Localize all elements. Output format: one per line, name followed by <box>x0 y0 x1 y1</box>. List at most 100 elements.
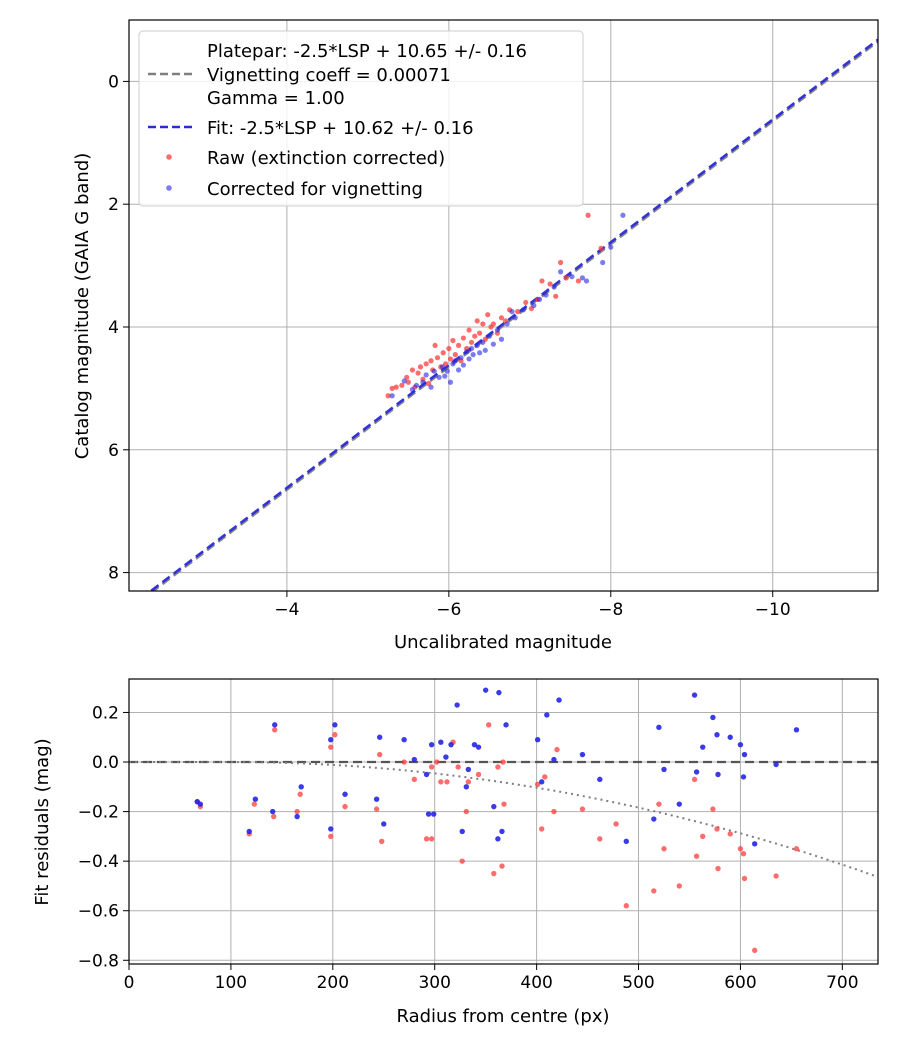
bottom-point-raw <box>539 826 545 832</box>
bottom-point-corrected <box>459 828 465 835</box>
bottom-point-corrected <box>551 756 557 763</box>
bottom-point-raw <box>499 863 505 869</box>
bottom-point-raw <box>737 846 744 852</box>
bottom-point-raw <box>554 746 560 753</box>
top-point-corrected <box>431 368 437 374</box>
bottom-point-raw <box>715 865 721 872</box>
top-point-raw <box>598 245 604 251</box>
legend: Platepar: -2.5*LSP + 10.65 +/- 0.16 Vign… <box>138 30 584 207</box>
top-point-raw <box>466 327 472 333</box>
top-point-raw <box>432 342 438 349</box>
bottom-point-corrected <box>428 741 435 748</box>
bottom-point-raw <box>714 826 720 832</box>
top-point-raw <box>423 361 429 367</box>
bottom-point-raw <box>613 821 619 827</box>
bottom-point-corrected <box>423 771 430 778</box>
top-point-raw <box>405 379 411 385</box>
top-point-raw <box>485 312 491 318</box>
top-point-corrected <box>600 259 606 266</box>
bottom-point-raw <box>459 858 465 864</box>
bottom-y-tick-label: −0.6 <box>78 902 119 922</box>
bottom-point-corrected <box>691 692 698 698</box>
top-point-raw <box>428 358 434 364</box>
bottom-point-raw <box>691 776 698 783</box>
top-point-corrected <box>413 382 420 388</box>
top-point-corrected <box>490 341 496 347</box>
top-point-corrected <box>509 309 515 315</box>
bottom-point-raw <box>495 764 501 770</box>
top-point-corrected <box>447 379 454 385</box>
top-point-raw <box>434 355 441 361</box>
top-point-corrected <box>608 244 614 250</box>
top-point-raw <box>404 374 410 380</box>
top-point-raw <box>477 330 483 336</box>
bottom-point-raw <box>401 759 407 765</box>
bottom-point-corrected <box>246 828 252 835</box>
legend-corrected-label: Corrected for vignetting <box>207 179 423 200</box>
bottom-point-raw <box>579 806 586 812</box>
bottom-point-raw <box>486 722 492 728</box>
bottom-point-corrected <box>503 722 509 728</box>
bottom-data-points <box>194 687 800 954</box>
bottom-point-raw <box>542 774 548 780</box>
bottom-point-corrected <box>496 689 502 696</box>
bottom-point-raw <box>332 732 338 738</box>
top-point-raw <box>426 380 432 387</box>
bottom-point-corrected <box>499 828 505 835</box>
bottom-point-raw <box>251 801 258 807</box>
top-point-corrected <box>442 373 448 379</box>
bottom-point-raw <box>475 771 482 778</box>
bottom-point-raw <box>434 759 440 765</box>
bottom-point-corrected <box>737 741 744 748</box>
bottom-point-raw <box>793 846 800 852</box>
bottom-point-corrected <box>495 836 501 842</box>
bottom-axis-ticks: 0 100 200 300 400 500 600 700 0.2 0.0 −0.2 −0.4 −0.6… <box>78 703 859 993</box>
top-point-corrected <box>486 333 492 339</box>
bottom-point-raw <box>294 808 300 815</box>
bottom-x-tick-label: 700 <box>826 973 858 993</box>
bottom-point-corrected <box>332 722 338 728</box>
bottom-point-raw <box>411 776 418 783</box>
bottom-point-corrected <box>579 751 586 758</box>
top-point-corrected <box>464 348 470 355</box>
bottom-y-tick-label: −0.8 <box>78 951 119 971</box>
bottom-point-raw <box>773 873 779 879</box>
bottom-point-corrected <box>544 712 550 718</box>
bottom-point-raw <box>710 806 716 812</box>
top-point-corrected <box>401 378 407 384</box>
bottom-point-corrected <box>556 697 562 703</box>
legend-box <box>138 30 584 207</box>
bottom-point-corrected <box>676 801 682 807</box>
bottom-point-raw <box>272 727 278 733</box>
bottom-point-raw <box>534 781 541 788</box>
bottom-point-corrected <box>727 734 733 740</box>
bottom-point-corrected <box>411 756 418 763</box>
top-point-raw <box>440 350 446 356</box>
bottom-point-corrected <box>710 714 716 721</box>
bottom-point-corrected <box>381 821 387 827</box>
top-y-tick-label: 0 <box>108 72 119 92</box>
top-data-points <box>385 212 626 399</box>
top-point-corrected <box>420 379 426 385</box>
bottom-point-raw <box>651 888 657 894</box>
bottom-point-corrected <box>443 754 449 760</box>
top-x-tick-label: −10 <box>755 600 791 620</box>
bottom-point-raw <box>444 779 450 785</box>
bottom-point-corrected <box>373 796 380 802</box>
top-point-corrected <box>428 384 434 390</box>
bottom-point-raw <box>455 764 461 770</box>
bottom-point-raw <box>465 779 472 785</box>
bottom-point-corrected <box>454 702 460 708</box>
bottom-point-corrected <box>272 722 278 728</box>
top-point-raw <box>480 321 486 327</box>
top-point-raw <box>523 299 529 306</box>
top-point-raw <box>417 364 424 370</box>
top-point-raw <box>474 318 480 324</box>
bottom-point-corrected <box>482 687 489 693</box>
top-y-tick-label: 8 <box>108 564 119 584</box>
bottom-point-raw <box>500 759 506 765</box>
top-point-raw <box>557 259 564 266</box>
bottom-point-corrected <box>741 751 748 758</box>
top-x-tick-label: −8 <box>598 600 623 620</box>
